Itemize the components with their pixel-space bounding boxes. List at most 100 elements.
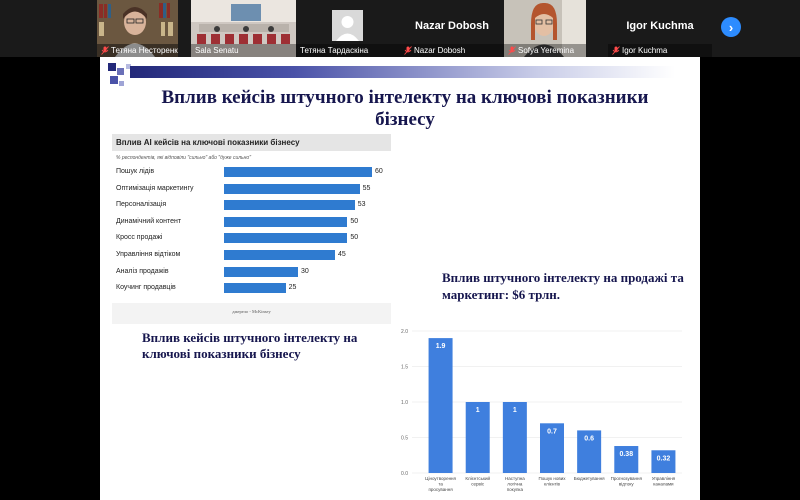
y-tick-label: 2.0 xyxy=(401,329,408,335)
shared-slide: Вплив кейсів штучного інтелекту на ключо… xyxy=(100,57,700,500)
participant-tile-tardaskina[interactable]: Тетяна Тардаскіна xyxy=(296,0,400,57)
data-label: 0.6 xyxy=(584,435,594,442)
chart-bar xyxy=(224,233,348,244)
participant-strip: Тетяна Несторенко Sala Senatu Тетяна Тар… xyxy=(0,0,800,57)
ai-sales-marketing-vertical-chart: 0.0 0.5 1.0 1.5 2.0 1.9 Ціноутворення та просува… xyxy=(392,323,700,500)
data-label: 0.7 xyxy=(547,428,557,435)
chart-bar xyxy=(577,430,602,473)
participant-caption: Nazar Dobosh xyxy=(400,44,504,57)
participant-tile-igor-kuchma[interactable]: Igor Kuchma Igor Kuchma xyxy=(608,0,712,57)
left-caption: Вплив кейсів штучного інтелекту на ключо… xyxy=(142,330,358,361)
participant-avatar xyxy=(296,0,400,57)
chart-row: Кросс продажі 50 xyxy=(112,232,391,244)
slide-decoration-bar xyxy=(130,66,675,78)
category-label: Пошук лідів xyxy=(116,168,155,175)
category-label: Прогнозування xyxy=(611,476,643,481)
chart-row: Персоналізація 53 xyxy=(112,199,391,211)
category-label: Пошук нових xyxy=(539,476,567,481)
category-label: логічна xyxy=(507,482,523,487)
category-label: Аналіз продажів xyxy=(116,267,169,275)
value-label: 30 xyxy=(301,267,309,275)
category-label: клієнтів xyxy=(544,482,560,487)
category-label: Управління відтіком xyxy=(116,251,181,258)
chart-bar xyxy=(465,402,490,473)
chart-row: Аналіз продажів 30 xyxy=(112,266,391,278)
chart-title: Вплив AI кейсів на ключові показники біз… xyxy=(112,134,391,151)
participant-tile-nazar-dobosh[interactable]: Nazar Dobosh Nazar Dobosh xyxy=(400,0,504,57)
category-label: та xyxy=(438,482,443,487)
category-label: Клієнтський xyxy=(465,475,490,481)
chart-bar xyxy=(224,167,372,177)
value-label: 55 xyxy=(362,184,371,192)
category-label: Персоналізація xyxy=(116,201,167,209)
participant-name: Тетяна Тардаскіна xyxy=(300,46,369,55)
category-label: каналами xyxy=(653,482,674,487)
category-label: Ціноутворення xyxy=(425,476,456,481)
data-label: 1.9 xyxy=(436,343,446,350)
slide-decoration-squares xyxy=(108,63,131,86)
participant-caption: Тетяна Тардаскіна xyxy=(296,44,400,57)
participant-tile-sofya-yeremina[interactable]: Sofya Yeremina xyxy=(504,0,586,57)
participant-display-name: Nazar Dobosh xyxy=(415,20,489,32)
vertical-chart-svg: 0.0 0.5 1.0 1.5 2.0 1.9 Ціноутвореннятапросува… xyxy=(401,329,682,492)
value-label: 53 xyxy=(357,201,366,209)
participant-name: Sala Senatu xyxy=(195,46,239,55)
chart-row: Оптимізація маркетингу 55 xyxy=(112,183,391,195)
chart-row: Управління відтіком 45 xyxy=(112,249,391,261)
chart-bar xyxy=(224,200,355,211)
chevron-right-icon: › xyxy=(728,19,734,35)
ai-cases-horizontal-chart: Вплив AI кейсів на ключові показники біз… xyxy=(112,134,391,303)
participant-video xyxy=(504,0,586,57)
data-label: 1 xyxy=(513,407,517,414)
chart-bar xyxy=(502,402,527,473)
next-participants-button[interactable]: › xyxy=(721,17,741,37)
category-label: просування xyxy=(428,487,453,492)
participant-display-name: Igor Kuchma xyxy=(626,20,694,32)
chart-bar xyxy=(224,283,286,294)
chart-bar xyxy=(224,250,335,260)
category-label: сервіс xyxy=(471,482,485,487)
participant-tile-sala-senatu[interactable]: Sala Senatu xyxy=(191,0,296,57)
category-label: Оптимізація маркетингу xyxy=(116,184,194,192)
y-tick-label: 0.0 xyxy=(401,471,408,477)
category-label: відтоку xyxy=(619,482,635,487)
data-label: 1 xyxy=(476,407,480,414)
participant-caption: Igor Kuchma xyxy=(608,44,712,57)
chart-bar xyxy=(224,183,360,194)
chart-bar xyxy=(651,450,676,473)
participant-name: Igor Kuchma xyxy=(622,46,668,55)
participant-name: Nazar Dobosh xyxy=(414,46,466,55)
muted-mic-icon xyxy=(612,46,620,55)
muted-mic-icon xyxy=(101,46,109,55)
participant-name: Sofya Yeremina xyxy=(518,46,575,55)
value-label: 25 xyxy=(288,284,297,292)
chart-bar xyxy=(540,423,564,473)
chart-subtitle: % респондентів, які відповіли "сильно" а… xyxy=(116,155,251,161)
participant-video xyxy=(191,0,296,57)
chart-row: Коучинг продавців 25 xyxy=(112,282,391,294)
value-label: 60 xyxy=(375,168,383,175)
category-label: покупка xyxy=(507,487,524,492)
category-label: Коучинг продавців xyxy=(116,284,176,292)
chart-row: Пошук лідів 60 xyxy=(112,166,391,178)
chart-source-strip: джерело - McKinsey xyxy=(112,303,391,324)
participant-tile-nesterenko[interactable]: Тетяна Несторенко xyxy=(97,0,178,57)
participant-caption: Тетяна Несторенко xyxy=(97,44,178,57)
chart-source: джерело - McKinsey xyxy=(232,309,271,314)
category-label: Динамічний контент xyxy=(116,217,182,225)
value-label: 45 xyxy=(338,251,346,258)
category-label: Бюджетування xyxy=(574,476,605,481)
chart-bar xyxy=(428,338,453,473)
value-label: 50 xyxy=(350,234,359,242)
category-label: Кросс продажі xyxy=(116,234,163,242)
chart-row: Динамічний контент 50 xyxy=(112,216,391,228)
y-tick-label: 1.5 xyxy=(401,364,408,370)
right-caption: Вплив штучного інтелекту на продажі та м… xyxy=(442,270,684,302)
participant-video xyxy=(97,0,178,57)
data-label: 0.32 xyxy=(657,455,671,462)
value-label: 50 xyxy=(350,217,359,225)
participant-caption: Sala Senatu xyxy=(191,44,296,57)
slide-title: Вплив кейсів штучного інтелекту на ключо… xyxy=(161,87,649,130)
participant-caption: Sofya Yeremina xyxy=(504,44,586,57)
category-label: Наступна xyxy=(505,476,525,481)
